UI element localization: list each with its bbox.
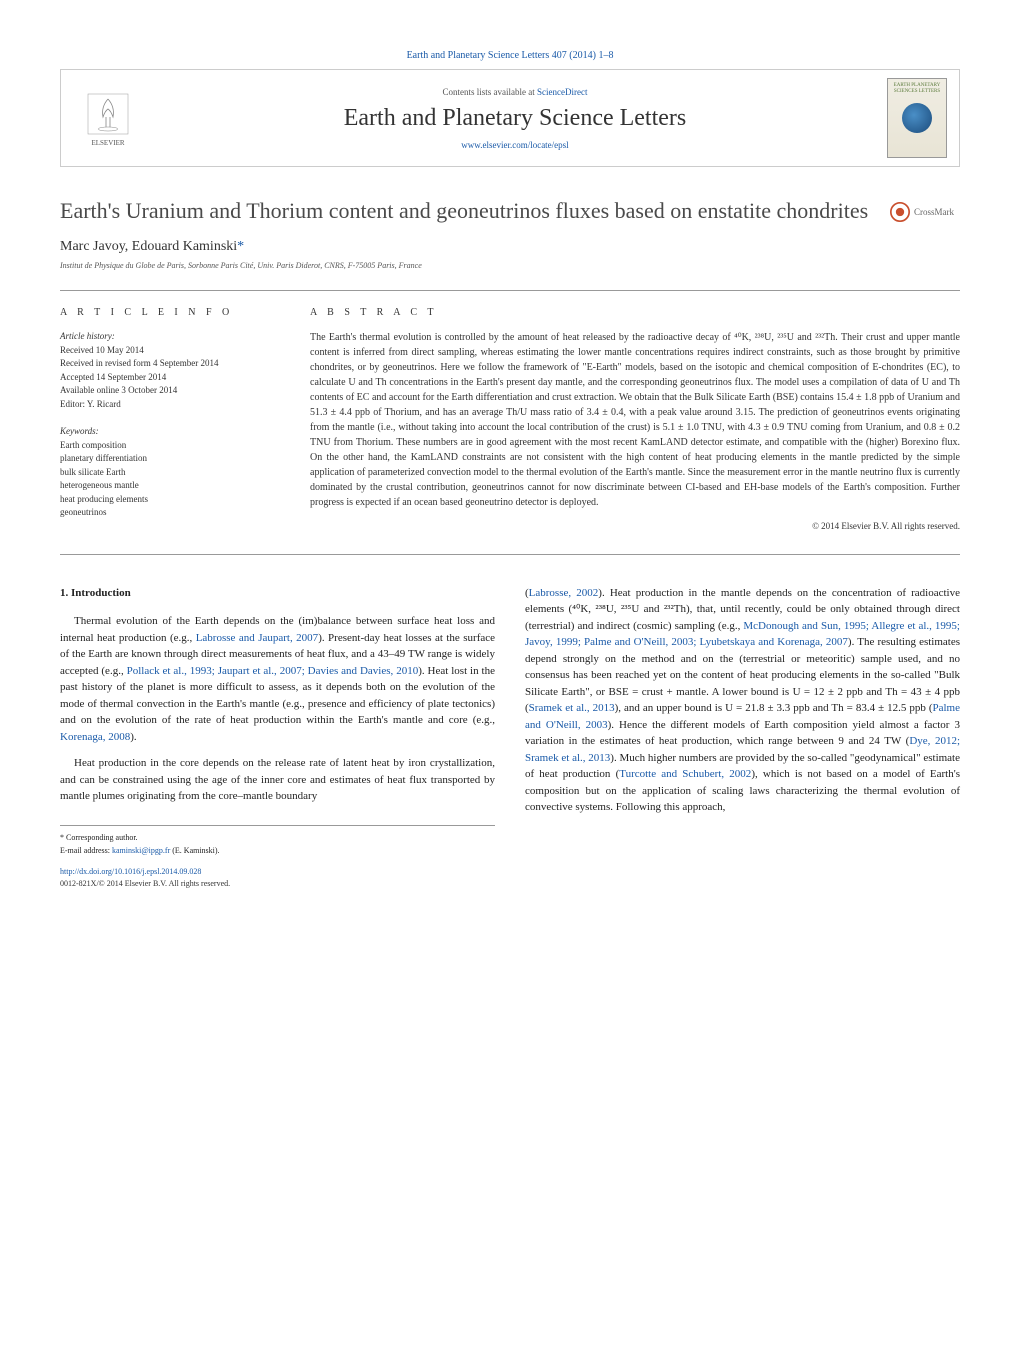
citation-link[interactable]: Labrosse, 2002 [529, 587, 599, 599]
crossmark-icon [890, 202, 910, 222]
citation-link[interactable]: Sramek et al., 2013 [529, 702, 615, 714]
page-container: Earth and Planetary Science Letters 407 … [0, 0, 1020, 930]
corresponding-marker: * [237, 239, 244, 254]
keyword: heterogeneous mantle [60, 479, 280, 493]
keyword: Earth composition [60, 439, 280, 453]
doi-link[interactable]: http://dx.doi.org/10.1016/j.epsl.2014.09… [60, 867, 201, 876]
keyword: planetary differentiation [60, 452, 280, 466]
section-heading-intro: 1. Introduction [60, 585, 495, 602]
keyword: geoneutrinos [60, 506, 280, 520]
elsevier-label: ELSEVIER [91, 139, 124, 147]
history-line: Received in revised form 4 September 201… [60, 357, 280, 371]
affiliation: Institut de Physique du Globe de Paris, … [60, 261, 960, 270]
cover-title-text: EARTH PLANETARY SCIENCES LETTERS [892, 83, 942, 95]
body-text: ). [130, 731, 136, 743]
body-paragraph: (Labrosse, 2002). Heat production in the… [525, 585, 960, 816]
cover-globe-icon [902, 103, 932, 133]
journal-homepage-link[interactable]: www.elsevier.com/locate/epsl [143, 140, 887, 150]
corresponding-author-footer: * Corresponding author. E-mail address: … [60, 825, 495, 856]
abstract-label: A B S T R A C T [310, 305, 960, 320]
article-history-head: Article history: [60, 330, 280, 344]
history-line: Available online 3 October 2014 [60, 384, 280, 398]
abstract-text: The Earth's thermal evolution is control… [310, 330, 960, 510]
right-column: (Labrosse, 2002). Heat production in the… [525, 585, 960, 890]
keyword: bulk silicate Earth [60, 466, 280, 480]
title-row: Earth's Uranium and Thorium content and … [60, 197, 960, 227]
history-line: Accepted 14 September 2014 [60, 371, 280, 385]
article-info-label: A R T I C L E I N F O [60, 305, 280, 320]
crossmark-label: CrossMark [914, 207, 954, 217]
author-names: Marc Javoy, Edouard Kaminski [60, 239, 237, 254]
body-paragraph: Heat production in the core depends on t… [60, 755, 495, 805]
contents-prefix: Contents lists available at [443, 87, 537, 97]
citation-link[interactable]: Labrosse and Jaupart, 2007 [196, 632, 318, 644]
citation-link[interactable]: Korenaga, 2008 [60, 731, 130, 743]
crossmark-badge[interactable]: CrossMark [890, 197, 960, 227]
abstract-block: A B S T R A C T The Earth's thermal evol… [310, 305, 960, 534]
citation-link[interactable]: Pollack et al., 1993; Jaupart et al., 20… [127, 665, 419, 677]
body-paragraph: Thermal evolution of the Earth depends o… [60, 613, 495, 745]
journal-issue-link[interactable]: Earth and Planetary Science Letters 407 … [60, 50, 960, 61]
history-line: Editor: Y. Ricard [60, 398, 280, 412]
info-abstract-row: A R T I C L E I N F O Article history: R… [60, 305, 960, 534]
issn-copyright: 0012-821X/© 2014 Elsevier B.V. All right… [60, 879, 230, 888]
corresponding-label: * Corresponding author. [60, 832, 495, 843]
header-center: Contents lists available at ScienceDirec… [143, 87, 887, 150]
keywords-head: Keywords: [60, 425, 280, 439]
divider-top [60, 290, 960, 291]
journal-header-box: ELSEVIER Contents lists available at Sci… [60, 69, 960, 167]
body-text: Heat production in the core depends on t… [60, 757, 495, 802]
journal-cover-thumbnail: EARTH PLANETARY SCIENCES LETTERS [887, 78, 947, 158]
journal-name: Earth and Planetary Science Letters [143, 105, 887, 132]
doi-block: http://dx.doi.org/10.1016/j.epsl.2014.09… [60, 866, 495, 890]
body-text: ), and an upper bound is U = 21.8 ± 3.3 … [615, 702, 933, 714]
contents-line: Contents lists available at ScienceDirec… [143, 87, 887, 97]
article-title: Earth's Uranium and Thorium content and … [60, 197, 870, 226]
authors-line: Marc Javoy, Edouard Kaminski* [60, 239, 960, 255]
history-line: Received 10 May 2014 [60, 344, 280, 358]
article-info-block: A R T I C L E I N F O Article history: R… [60, 305, 280, 534]
left-column: 1. Introduction Thermal evolution of the… [60, 585, 495, 890]
sciencedirect-link[interactable]: ScienceDirect [537, 87, 587, 97]
email-author-name: (E. Kaminski). [170, 846, 219, 855]
citation-link[interactable]: Turcotte and Schubert, 2002 [619, 768, 751, 780]
body-columns: 1. Introduction Thermal evolution of the… [60, 585, 960, 890]
elsevier-logo: ELSEVIER [73, 83, 143, 153]
email-label: E-mail address: [60, 846, 112, 855]
abstract-copyright: © 2014 Elsevier B.V. All rights reserved… [310, 520, 960, 534]
elsevier-tree-icon [83, 89, 133, 139]
email-line: E-mail address: kaminski@ipgp.fr (E. Kam… [60, 845, 495, 856]
divider-bottom [60, 554, 960, 555]
keyword: heat producing elements [60, 493, 280, 507]
email-link[interactable]: kaminski@ipgp.fr [112, 846, 170, 855]
